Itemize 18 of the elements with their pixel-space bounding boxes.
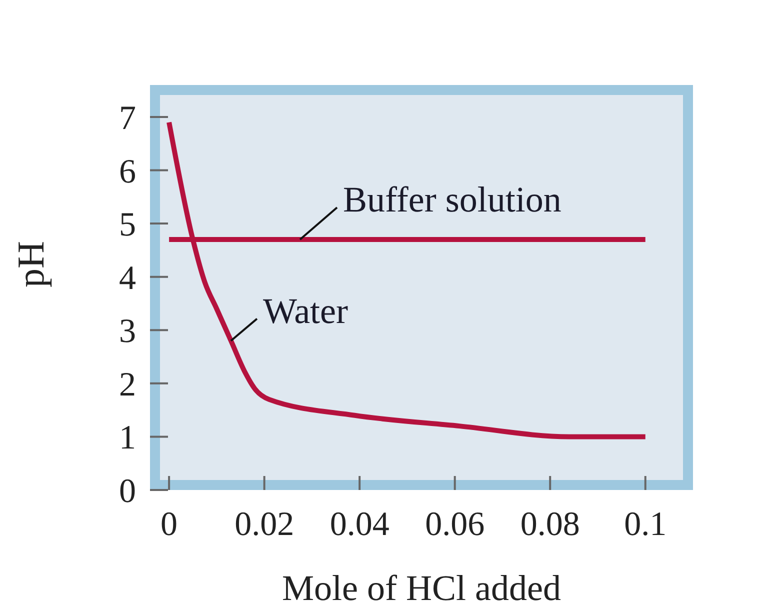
x-axis-title: Mole of HCl added: [282, 568, 561, 608]
y-tick-label: 3: [119, 313, 136, 350]
y-tick-label: 6: [119, 153, 136, 190]
x-tick-label: 0.04: [330, 506, 390, 543]
y-tick-label: 0: [119, 473, 136, 510]
x-tick-label: 0.1: [624, 506, 667, 543]
x-tick-label: 0.08: [520, 506, 580, 543]
y-tick-label: 7: [119, 100, 136, 137]
x-tick-label: 0.06: [425, 506, 485, 543]
y-tick-label: 5: [119, 206, 136, 244]
y-tick-label: 4: [119, 260, 136, 297]
series-label: Buffer solution: [343, 180, 562, 220]
y-tick-label: 2: [119, 366, 136, 404]
x-tick-label: 0.02: [234, 506, 294, 543]
y-axis-title: pH: [10, 241, 52, 288]
series-label: Water: [262, 290, 348, 331]
y-tick-label: 1: [119, 420, 136, 457]
x-tick-label: 0: [160, 506, 178, 543]
